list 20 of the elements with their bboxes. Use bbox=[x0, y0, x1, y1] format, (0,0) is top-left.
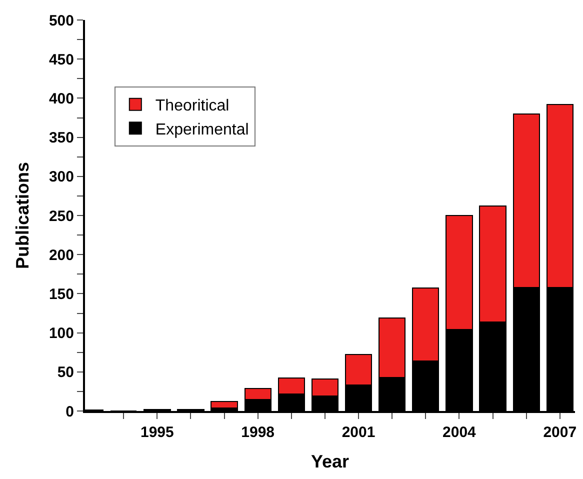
y-tick-label: 150 bbox=[48, 286, 74, 303]
x-tick-label: 1998 bbox=[241, 424, 275, 441]
x-axis-title: Year bbox=[310, 452, 350, 472]
x-tick-label: 1995 bbox=[140, 424, 174, 441]
y-tick-label: 350 bbox=[48, 130, 74, 147]
legend-label: Theoritical bbox=[155, 98, 230, 115]
y-tick-label: 500 bbox=[48, 12, 74, 30]
y-tick-label: 200 bbox=[48, 246, 74, 264]
x-tick-label: 2001 bbox=[342, 424, 376, 441]
y-tick-label: 50 bbox=[57, 364, 74, 382]
legend-label: Experimental bbox=[155, 121, 249, 138]
y-axis-title: Publications bbox=[12, 162, 33, 270]
y-tick-label: 0 bbox=[66, 403, 74, 420]
y-tick-label: 300 bbox=[48, 168, 74, 186]
y-tick-label: 100 bbox=[48, 325, 74, 342]
y-tick-label: 400 bbox=[48, 90, 74, 108]
y-tick-label: 250 bbox=[48, 208, 74, 225]
x-tick-label: 2004 bbox=[442, 424, 477, 441]
y-tick-label: 450 bbox=[48, 51, 74, 68]
x-tick-label: 2007 bbox=[543, 424, 577, 441]
